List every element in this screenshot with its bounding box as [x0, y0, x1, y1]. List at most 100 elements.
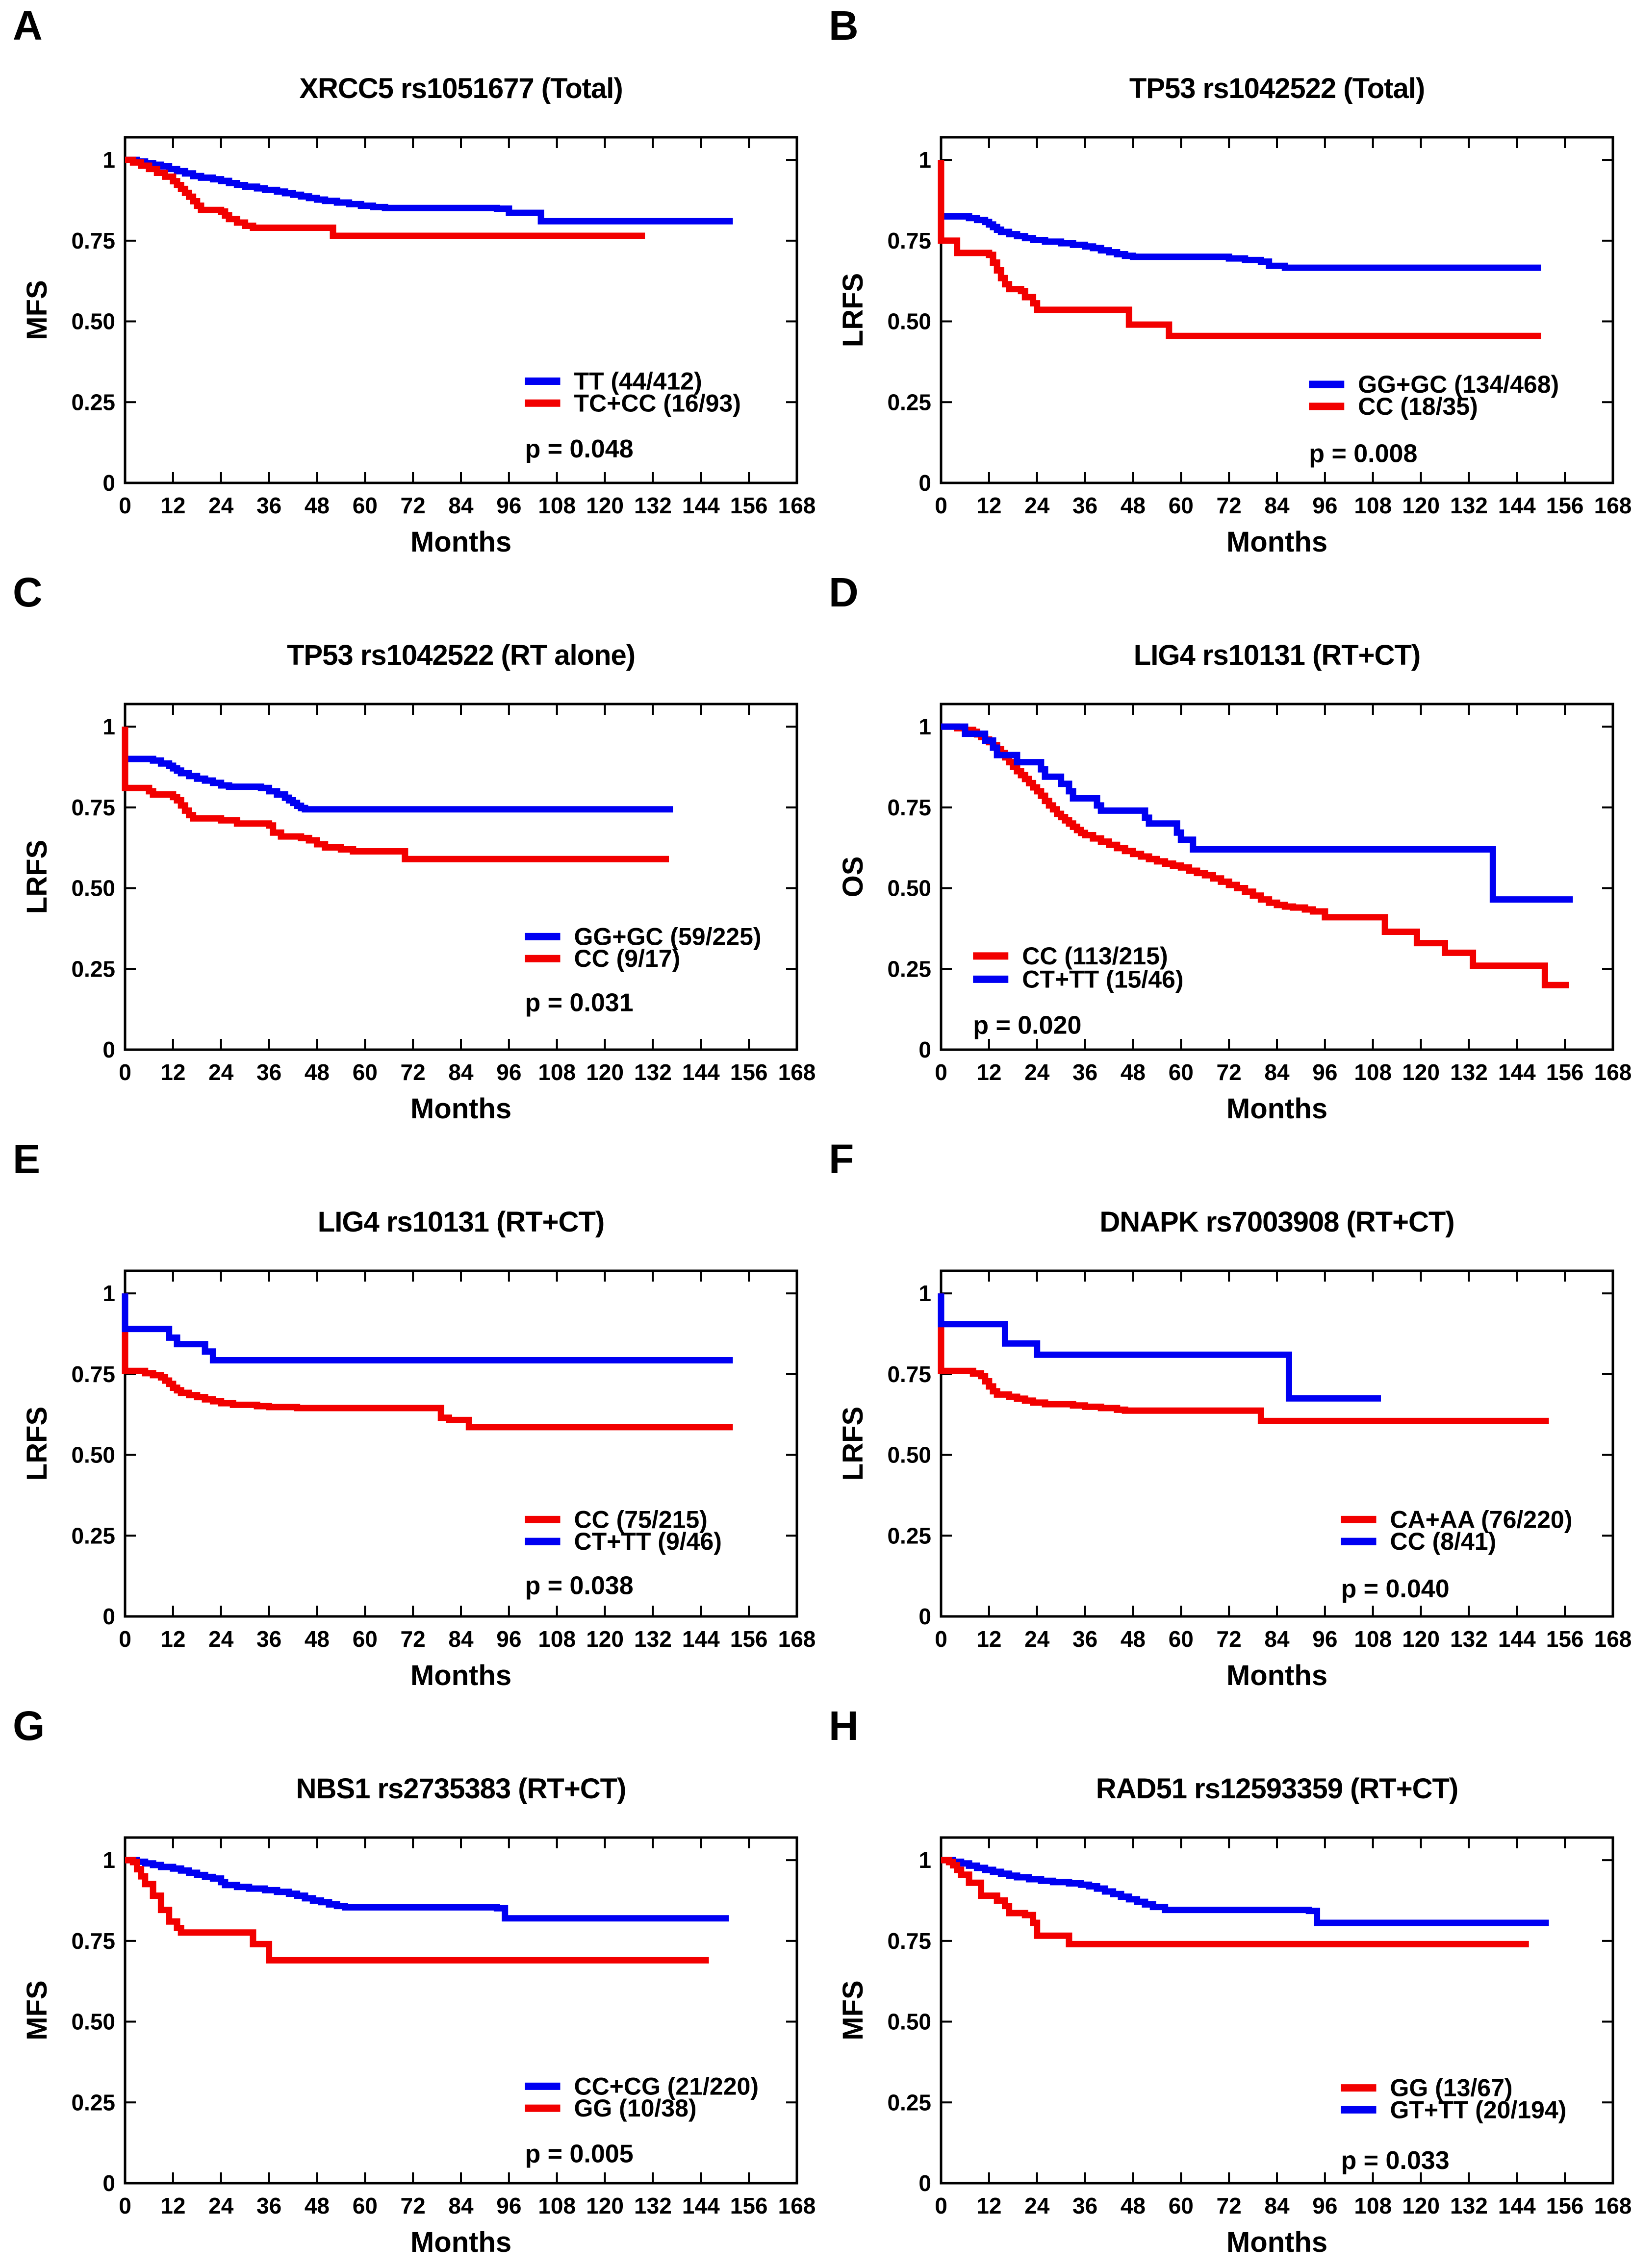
x-tick-label: 48	[305, 1059, 330, 1085]
x-tick-label: 84	[1264, 493, 1290, 518]
panel-C: C TP53 rs1042522 (RT alone) 0 12 24 36 48 60 7…	[0, 567, 816, 1134]
x-tick-label: 24	[1024, 1626, 1050, 1652]
p-value-label: p = 0.005	[525, 2140, 633, 2168]
x-tick-label: 0	[119, 1626, 131, 1652]
x-tick-label: 72	[1217, 1059, 1242, 1085]
km-plot-C: 0 12 24 36 48 60 72 84 96 108 120 132 144 156 168 0 0.25…	[0, 567, 816, 1134]
x-tick-label: 60	[353, 1059, 378, 1085]
x-tick-label: 12	[160, 2193, 185, 2218]
y-tick-label: 0.75	[887, 228, 931, 253]
panel-letter-E: E	[13, 1136, 41, 1182]
y-tick-label: 1	[918, 714, 931, 739]
km-curve	[125, 1857, 729, 1922]
x-tick-label: 144	[682, 2193, 720, 2218]
legend-label: CC (18/35)	[1358, 393, 1478, 420]
km-curve	[938, 160, 1541, 339]
axes-frame	[124, 1269, 798, 1618]
x-axis-label: Months	[1226, 526, 1327, 558]
y-axis-label: LRFS	[21, 1407, 53, 1481]
x-tick-label: 132	[1450, 1059, 1488, 1085]
km-curve	[122, 1293, 733, 1431]
legend-label: CC (9/17)	[574, 945, 680, 972]
y-tick-label: 1	[918, 147, 931, 173]
x-tick-label: 12	[976, 1626, 1001, 1652]
x-tick-label: 48	[1121, 493, 1146, 518]
y-tick-label: 0	[102, 1604, 115, 1629]
y-tick-label: 1	[918, 1847, 931, 1873]
panel-letter-C: C	[13, 569, 43, 615]
y-tick-label: 0.25	[71, 389, 115, 415]
x-tick-label: 168	[1594, 493, 1632, 518]
x-tick-label: 168	[778, 493, 816, 518]
legend-label: GG (13/67)	[1390, 2074, 1512, 2102]
km-plot-A: 0 12 24 36 48 60 72 84 96 108 120 132 144 156 168 0 0.25…	[0, 0, 816, 567]
x-tick-label: 120	[586, 1626, 624, 1652]
x-tick-label: 108	[538, 1626, 576, 1652]
legend-label: CT+TT (9/46)	[574, 1528, 721, 1555]
y-tick-label: 0	[918, 2170, 931, 2196]
legend-label: CA+AA (76/220)	[1390, 1506, 1572, 1533]
x-tick-label: 12	[160, 493, 185, 518]
legend-label: CC (75/215)	[574, 1506, 707, 1533]
x-tick-label: 108	[1354, 1626, 1392, 1652]
y-axis-label: LRFS	[21, 840, 53, 914]
y-tick-label: 0.50	[887, 309, 931, 334]
x-tick-label: 168	[778, 1626, 816, 1652]
y-tick-label: 0.75	[71, 228, 115, 253]
x-tick-label: 24	[1024, 2193, 1050, 2218]
x-axis-label: Months	[1226, 1660, 1327, 1691]
x-tick-label: 108	[1354, 1059, 1392, 1085]
x-tick-label: 48	[1121, 1626, 1146, 1652]
x-tick-label: 84	[448, 1626, 474, 1652]
y-tick-label: 0.50	[71, 876, 115, 901]
km-curve	[938, 1293, 1381, 1402]
km-curve	[122, 727, 673, 813]
x-tick-label: 36	[256, 493, 281, 518]
x-tick-label: 0	[935, 2193, 947, 2218]
km-svg: 0 12 24 36 48 60 72 84 96 108 120 132 144 156 168 0 0.25…	[837, 136, 1632, 558]
y-tick-label: 0.75	[71, 1928, 115, 1954]
y-tick-label: 0	[918, 1037, 931, 1062]
legend-label: GG+GC (59/225)	[574, 923, 761, 950]
panel-letter-F: F	[829, 1136, 854, 1182]
x-tick-label: 168	[1594, 1059, 1632, 1085]
km-svg: 0 12 24 36 48 60 72 84 96 108 120 132 144 156 168 0 0.25…	[21, 703, 816, 1125]
x-tick-label: 36	[1072, 1626, 1097, 1652]
panel-G: G NBS1 rs2735383 (RT+CT) 0 12 24 36 48 60 72 84…	[0, 1700, 816, 2267]
y-tick-label: 1	[918, 1281, 931, 1306]
km-svg: 0 12 24 36 48 60 72 84 96 108 120 132 144 156 168 0 0.25…	[837, 703, 1632, 1125]
x-tick-label: 156	[730, 2193, 768, 2218]
y-tick-label: 1	[102, 714, 115, 739]
x-tick-label: 168	[1594, 2193, 1632, 2218]
km-curve	[941, 1857, 1529, 1947]
y-tick-label: 0.25	[887, 956, 931, 982]
x-tick-label: 108	[1354, 2193, 1392, 2218]
x-tick-label: 48	[305, 493, 330, 518]
x-tick-label: 168	[778, 2193, 816, 2218]
panel-letter-D: D	[829, 569, 859, 615]
panel-F: F DNAPK rs7003908 (RT+CT) 0 12 24 36 48 60 72 8…	[816, 1134, 1632, 1700]
y-tick-label: 0.50	[71, 309, 115, 334]
p-value-label: p = 0.008	[1309, 440, 1417, 468]
km-svg: 0 12 24 36 48 60 72 84 96 108 120 132 144 156 168 0 0.25…	[837, 1836, 1632, 2258]
axes-frame	[940, 703, 1614, 1051]
km-plot-H: 0 12 24 36 48 60 72 84 96 108 120 132 144 156 168 0 0.25…	[816, 1700, 1632, 2267]
x-tick-label: 144	[1498, 1626, 1536, 1652]
x-tick-label: 144	[1498, 1059, 1536, 1085]
axes-frame	[940, 1836, 1614, 2185]
x-tick-label: 60	[1169, 2193, 1194, 2218]
x-tick-label: 96	[1312, 2193, 1337, 2218]
x-tick-label: 132	[634, 1059, 672, 1085]
y-axis-label: OS	[837, 857, 869, 898]
axes-frame	[124, 1836, 798, 2185]
y-tick-label: 0.25	[71, 2090, 115, 2115]
x-tick-label: 12	[160, 1626, 185, 1652]
x-tick-label: 132	[1450, 1626, 1488, 1652]
y-tick-label: 0.75	[887, 1928, 931, 1954]
x-tick-label: 24	[1024, 1059, 1050, 1085]
x-tick-label: 156	[1546, 1059, 1584, 1085]
x-tick-label: 48	[1121, 2193, 1146, 2218]
legend-label: TC+CC (16/93)	[574, 389, 740, 417]
km-svg: 0 12 24 36 48 60 72 84 96 108 120 132 144 156 168 0 0.25…	[21, 1269, 816, 1691]
